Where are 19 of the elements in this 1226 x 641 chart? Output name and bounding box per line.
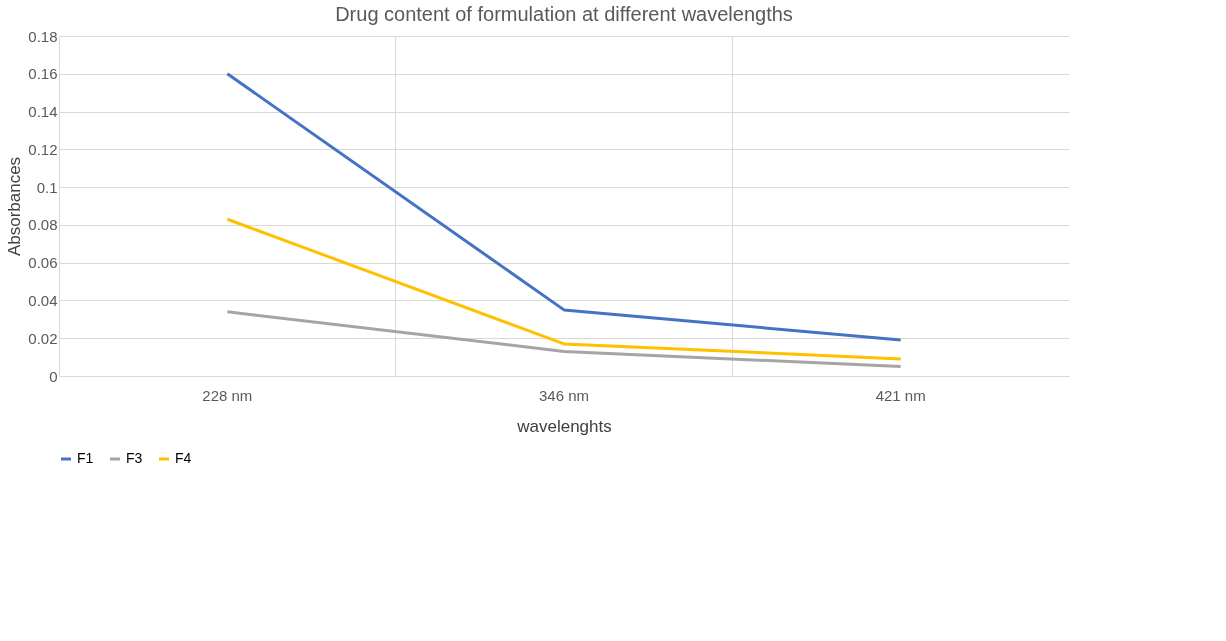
legend-label: F3 <box>126 450 143 466</box>
legend-label: F1 <box>77 450 94 466</box>
y-tick-label: 0.14 <box>28 103 58 121</box>
y-tick-label: 0 <box>49 367 58 385</box>
y-tick-label: 0.04 <box>28 291 58 309</box>
y-tick-label: 0.08 <box>28 216 58 234</box>
x-tick-label: 346 nm <box>538 386 590 404</box>
legend-label: F4 <box>175 450 192 466</box>
y-axis-title: Absorbances <box>5 156 25 257</box>
y-tick-label: 0.06 <box>28 254 58 272</box>
y-tick-label: 0.16 <box>28 65 58 83</box>
y-tick-label: 0.1 <box>36 178 58 196</box>
x-tick-label: 421 nm <box>875 386 926 404</box>
y-tick-label: 0.02 <box>28 329 58 347</box>
chart-title: Drug content of formulation at different wavelengths <box>335 3 793 25</box>
y-tick-label: 0.12 <box>28 140 58 158</box>
y-tick-label: 0.18 <box>28 27 58 45</box>
x-tick-label: 228 nm <box>202 386 253 404</box>
x-axis-title: wavelenghts <box>516 416 612 436</box>
